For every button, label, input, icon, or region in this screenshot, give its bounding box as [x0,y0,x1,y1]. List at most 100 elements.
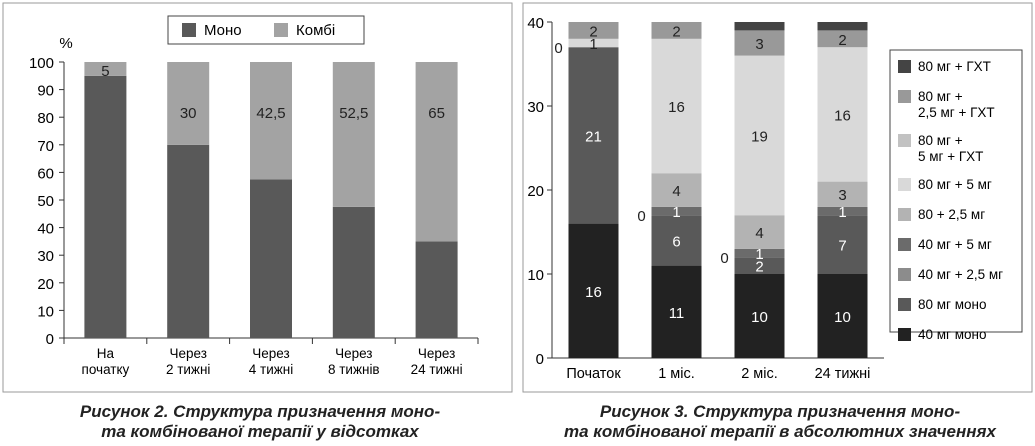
bar-segment [734,22,785,31]
data-label: 6 [672,233,680,250]
x-tick-label: Через [335,346,372,361]
y-tick-label: 30 [527,99,544,116]
caption-line-2: та комбінованої терапії в абсолютних зна… [563,422,997,441]
x-tick-label: 24 тижні [815,366,871,382]
bar-segment [817,181,868,207]
chart-caption-right: Рисунок 3. Структура призначення моно- т… [530,402,1030,442]
x-tick-label: 1 міс. [658,366,695,382]
bar-segment [167,144,210,338]
y-tick-label: 20 [527,183,544,200]
legend-label: Комбі [296,22,335,39]
legend-box [889,49,1023,333]
y-tick-label: 30 [37,248,54,265]
data-label: 2 [755,259,763,276]
bar-segment [167,62,210,145]
bar-segment [568,38,619,48]
data-label: 42,5 [256,105,285,122]
legend-label: 80 + 2,5 мг [918,207,985,222]
bar-segment [651,206,702,216]
y-tick-label: 0 [46,331,54,348]
bar-segment [817,206,868,216]
legend-box [167,15,365,45]
data-label: 0 [637,208,645,225]
data-label: 1 [755,246,763,263]
legend-label: 80 мг моно [918,297,986,312]
data-label: 7 [838,238,846,255]
y-tick-label: 70 [37,138,54,155]
legend-swatch [898,208,911,221]
y-axis-label: % [59,35,72,52]
y-tick-label: 100 [29,55,54,72]
legend-label: Моно [204,22,242,39]
x-tick-label: На [97,346,115,361]
data-label: 16 [585,284,602,301]
data-label: 30 [180,105,197,122]
bar-segment [734,274,785,358]
chart-panel-left: % 0 10 20 30 40 50 60 70 80 90 100 5 На початку 30 Через… [0,0,515,446]
bar-segment [817,22,868,31]
data-label: 4 [672,183,680,200]
legend-label: 40 мг + 2,5 мг [918,267,1003,282]
legend-swatch [274,23,288,37]
x-tick-label: Початок [566,366,621,382]
bar-segment [734,257,785,274]
bar-segment [84,75,127,339]
y-tick-label: 0 [536,351,544,368]
bar-segment [415,241,458,338]
bar-segment [817,30,868,48]
x-tick-label: початку [82,362,130,377]
x-tick-label: 2 тижні [166,362,210,377]
y-tick-label: 50 [37,193,54,210]
y-tick-label: 40 [527,15,544,32]
data-label: 16 [668,99,685,116]
bar-segment [568,22,619,39]
bar-segment [568,223,619,358]
bar-segment [84,62,127,76]
y-tick-label: 90 [37,83,54,100]
bar-segment [651,38,702,174]
x-tick-label: 8 тижнів [328,362,380,377]
bar-segment [734,55,785,216]
x-tick-label: 2 міс. [741,366,778,382]
data-label: 10 [751,309,768,326]
bar-segment [651,215,702,266]
data-label: 2 [589,23,597,40]
data-label: 52,5 [339,105,368,122]
x-tick-label: Через [252,346,289,361]
data-label: 2 [672,23,680,40]
chart-frame [2,2,513,393]
chart-panel-right: 0 10 20 30 40 16 21 0 1 2 Початок 11 6 0 1 4 16 2 1 міс. 10… [520,0,1035,446]
x-tick-label: Через [418,346,455,361]
bar-segment [817,47,868,182]
bar-segment [734,30,785,56]
legend-label: 80 мг + [918,133,963,148]
y-tick-label: 80 [37,110,54,127]
data-label: 2 [838,32,846,49]
x-tick-label: 4 тижні [249,362,293,377]
data-label: 10 [834,309,851,326]
y-tick-label: 60 [37,165,54,182]
data-label: 21 [585,128,602,145]
data-label: 1 [838,204,846,221]
bar-segment [651,22,702,39]
caption-line-1: Рисунок 3. Структура призначення моно- [599,402,961,421]
bar-segment [568,47,619,224]
data-label: 19 [751,128,768,145]
x-tick-label: Через [169,346,206,361]
legend-swatch [898,178,911,191]
data-label: 3 [838,187,846,204]
y-tick-label: 10 [37,303,54,320]
legend-swatch [182,23,196,37]
bar-segment [250,179,292,338]
legend-swatch [898,298,911,311]
legend-swatch [898,238,911,251]
data-label: 0 [554,40,562,57]
bar-segment [817,274,868,358]
bar-segment [332,62,375,207]
chart-caption-left: Рисунок 2. Структура призначення моно- т… [20,402,500,442]
y-tick-label: 20 [37,276,54,293]
legend-label: 80 мг + ГХТ [918,59,991,74]
data-label: 3 [755,36,763,53]
